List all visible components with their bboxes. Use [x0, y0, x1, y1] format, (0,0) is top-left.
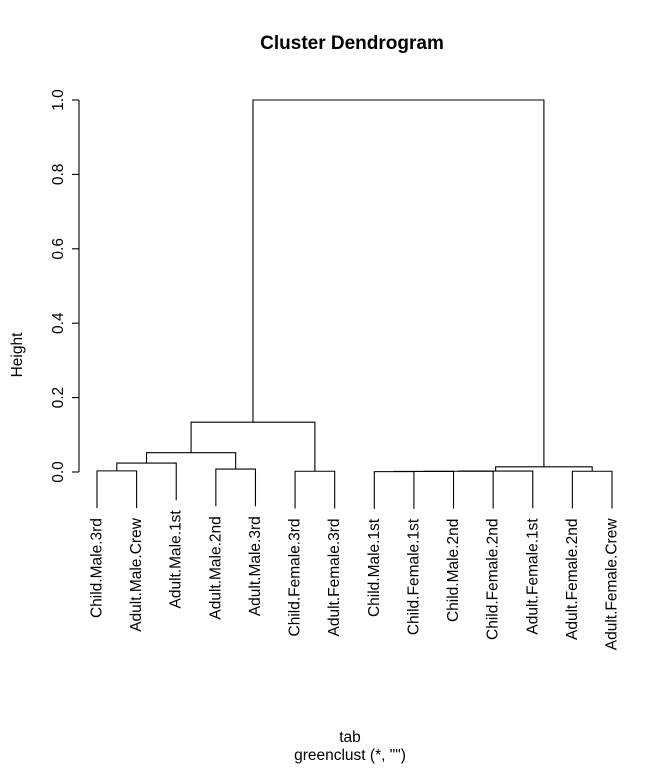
leaf-label: Adult.Female.3rd: [326, 518, 343, 636]
y-axis-title: Height: [9, 332, 26, 377]
caption-line-1: tab: [339, 729, 361, 746]
dendrogram-segment: [373, 471, 415, 509]
dendrogram-segment: [393, 470, 455, 509]
leaf-label: Adult.Male.2nd: [207, 516, 224, 619]
y-tick-label: 1.0: [50, 89, 67, 111]
y-tick-label: 0.8: [50, 164, 67, 186]
y-tick-label: 0.6: [50, 238, 67, 260]
leaf-label: Child.Female.2nd: [485, 518, 502, 639]
y-axis: 0.0 0.2 0.4 0.6 0.8 1.0: [50, 89, 80, 483]
dendrogram-segment: [190, 421, 316, 472]
y-tick-label: 0.4: [50, 312, 67, 334]
dendrogram-segment: [457, 470, 534, 509]
leaf-label: Child.Male.2nd: [445, 519, 462, 622]
leaf-labels: Child.Male.3rd Adult.Male.Crew Adult.Male.…: [89, 510, 621, 651]
caption-line-2: greenclust (*, ""): [294, 747, 406, 764]
dendrogram-segment: [215, 468, 257, 507]
y-tick-label: 0.2: [50, 387, 67, 409]
dendrogram-segment: [96, 470, 138, 509]
leaf-label: Adult.Female.2nd: [564, 518, 581, 640]
leaf-label: Adult.Male.3rd: [247, 516, 264, 616]
dendrogram-segment: [116, 462, 177, 501]
leaf-label: Adult.Male.1st: [168, 510, 185, 609]
leaf-label: Adult.Female.Crew: [603, 518, 620, 651]
leaf-label: Adult.Female.1st: [524, 518, 541, 635]
chart-title: Cluster Dendrogram: [260, 33, 444, 54]
leaf-label: Child.Female.1st: [405, 518, 422, 635]
leaf-label: Adult.Male.Crew: [128, 517, 145, 632]
leaf-label: Child.Female.3rd: [287, 518, 304, 636]
y-tick-label: 0.0: [50, 461, 67, 483]
dendrogram-tree: [96, 99, 613, 509]
dendrogram-segment: [145, 452, 237, 470]
dendrogram-segment: [571, 470, 613, 509]
dendrogram-segment: [423, 470, 494, 509]
leaf-label: Child.Male.1st: [366, 518, 383, 617]
leaf-label: Child.Male.3rd: [89, 518, 106, 618]
dendrogram-segment: [294, 470, 336, 509]
dendrogram-segment: [252, 99, 545, 467]
